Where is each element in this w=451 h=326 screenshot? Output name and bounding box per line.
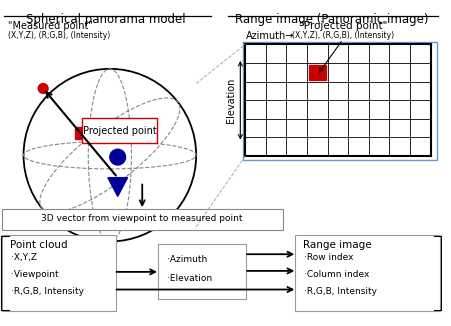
Text: ·Azimuth: ·Azimuth	[167, 255, 207, 264]
Text: Range image: Range image	[303, 241, 372, 250]
Bar	[309, 65, 326, 80]
Text: ·Column index: ·Column index	[304, 270, 369, 279]
FancyBboxPatch shape	[158, 244, 246, 299]
FancyBboxPatch shape	[83, 118, 157, 143]
FancyBboxPatch shape	[295, 235, 441, 311]
Circle shape	[38, 83, 48, 93]
Text: "Projected point": "Projected point"	[299, 21, 387, 31]
Text: ·Row index: ·Row index	[304, 253, 354, 262]
Text: ·Elevation: ·Elevation	[167, 274, 212, 283]
Text: (X,Y,Z), (R;G,B), (Intensity): (X,Y,Z), (R;G,B), (Intensity)	[8, 31, 110, 39]
Text: Elevation: Elevation	[226, 78, 236, 123]
Text: Projected point: Projected point	[83, 126, 156, 136]
Text: ·R,G,B, Intensity: ·R,G,B, Intensity	[11, 287, 84, 296]
FancyBboxPatch shape	[2, 209, 282, 230]
Text: (X,Y,Z), (R,G,B), (Intensity): (X,Y,Z), (R,G,B), (Intensity)	[292, 31, 394, 39]
Text: ·Viewpoint: ·Viewpoint	[11, 270, 59, 279]
Circle shape	[110, 149, 125, 165]
Polygon shape	[108, 178, 128, 196]
Bar	[74, 127, 87, 140]
Text: Point cloud: Point cloud	[10, 241, 68, 250]
Text: ·R,G,B, Intensity: ·R,G,B, Intensity	[304, 287, 377, 296]
Text: "Measured point": "Measured point"	[8, 21, 93, 31]
Text: Spherical panorama model: Spherical panorama model	[26, 13, 186, 26]
Text: Azimuth→: Azimuth→	[246, 31, 295, 41]
Text: Range image (Panoramic image): Range image (Panoramic image)	[235, 13, 428, 26]
FancyBboxPatch shape	[2, 235, 116, 311]
Text: ·X,Y,Z: ·X,Y,Z	[11, 253, 37, 262]
Text: 3D vector from viewpoint to measured point: 3D vector from viewpoint to measured poi…	[41, 215, 243, 223]
